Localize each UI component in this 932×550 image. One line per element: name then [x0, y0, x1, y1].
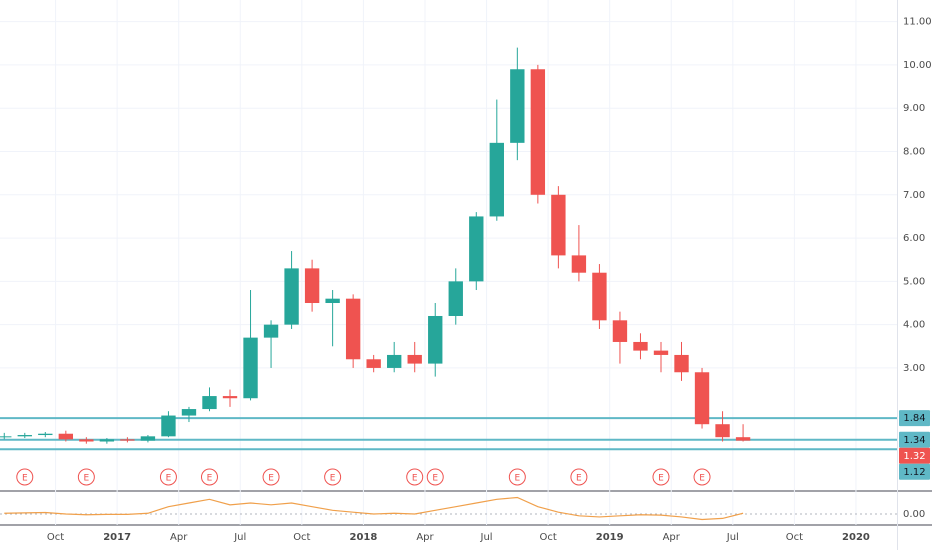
candle-body [407, 354, 422, 364]
earnings-label: E [207, 474, 213, 484]
earnings-marker [406, 468, 424, 486]
earnings-label: E [658, 474, 664, 484]
candle-body [140, 436, 156, 441]
candle-body [161, 415, 176, 437]
indicator-tick-label: 0.00 [903, 509, 925, 520]
candle-body [735, 437, 751, 441]
candle-body [58, 433, 74, 440]
candle-body [530, 69, 546, 195]
candle-body [469, 216, 484, 282]
candle-body [694, 372, 710, 425]
candle-body [715, 424, 730, 438]
x-tick-label: 2018 [349, 532, 377, 543]
candle-body [387, 354, 402, 368]
x-tick-label: Oct [786, 532, 803, 543]
earnings-marker [159, 468, 177, 486]
earnings-marker [426, 468, 444, 486]
candle-body [202, 396, 217, 410]
earnings-label: E [514, 474, 520, 484]
price-label-box [899, 447, 930, 464]
candle-body [510, 69, 525, 143]
price-label-box [899, 410, 930, 427]
candle-body [366, 359, 381, 368]
candle-body [612, 320, 628, 342]
x-tick-label: Jul [726, 532, 739, 543]
candle-body [79, 439, 94, 442]
y-tick-label: 8.00 [903, 147, 925, 158]
y-tick-label: 7.00 [903, 190, 925, 201]
candle-body [243, 337, 258, 399]
candle-body [653, 350, 669, 355]
candle-body [304, 268, 320, 304]
price-label-box [899, 431, 930, 448]
earnings-label: E [432, 474, 438, 484]
candle-body [571, 255, 587, 273]
earnings-marker [570, 468, 588, 486]
candle-body [263, 324, 279, 338]
earnings-marker [262, 468, 280, 486]
candle-body [428, 315, 443, 364]
earnings-label: E [22, 474, 28, 484]
candle-body [448, 281, 463, 316]
earnings-label: E [268, 474, 274, 484]
x-tick-label: Jul [233, 532, 246, 543]
candle-body [222, 396, 238, 399]
earnings-marker [16, 468, 34, 486]
earnings-label: E [330, 474, 336, 484]
candle-body [17, 435, 32, 437]
price-label-box [899, 463, 930, 480]
earnings-marker [200, 468, 218, 486]
price-label: 1.32 [903, 451, 925, 462]
y-tick-label: 10.00 [903, 60, 932, 71]
candle-body [551, 194, 566, 256]
y-tick-label: 4.00 [903, 320, 925, 331]
earnings-marker [77, 468, 95, 486]
x-tick-label: Apr [416, 532, 434, 543]
y-tick-label: 3.00 [903, 363, 925, 374]
candle-body [345, 298, 361, 360]
earnings-marker [693, 468, 711, 486]
x-tick-label: 2020 [842, 532, 870, 543]
earnings-marker [652, 468, 670, 486]
price-label: 1.34 [903, 435, 925, 446]
y-tick-label: 11.00 [903, 17, 932, 28]
x-tick-label: Jul [480, 532, 493, 543]
earnings-label: E [166, 474, 172, 484]
earnings-marker [508, 468, 526, 486]
candle-body [674, 354, 689, 373]
candle-body [489, 142, 504, 217]
earnings-label: E [412, 474, 418, 484]
candle-body [633, 341, 648, 351]
candle-body [99, 439, 115, 442]
earnings-label: E [699, 474, 705, 484]
price-label: 1.12 [903, 467, 925, 478]
y-tick-label: 6.00 [903, 233, 925, 244]
candle-body [38, 433, 53, 436]
x-tick-label: Oct [47, 532, 64, 543]
candle-body [284, 268, 299, 325]
earnings-marker [324, 468, 342, 486]
x-tick-label: Apr [663, 532, 681, 543]
indicator-line [4, 496, 744, 521]
candle-body [325, 298, 340, 304]
price-label: 1.84 [903, 413, 925, 424]
earnings-label: E [576, 474, 582, 484]
y-tick-label: 5.00 [903, 276, 925, 287]
x-tick-label: 2017 [103, 532, 131, 543]
x-tick-label: Oct [293, 532, 310, 543]
x-tick-label: Oct [539, 532, 556, 543]
candle-body [181, 409, 197, 416]
earnings-label: E [84, 474, 90, 484]
x-tick-label: Apr [170, 532, 188, 543]
candle-body [592, 272, 607, 321]
y-tick-label: 9.00 [903, 103, 925, 114]
candle-body [0, 436, 12, 438]
candle-body [120, 439, 135, 441]
x-tick-label: 2019 [596, 532, 624, 543]
